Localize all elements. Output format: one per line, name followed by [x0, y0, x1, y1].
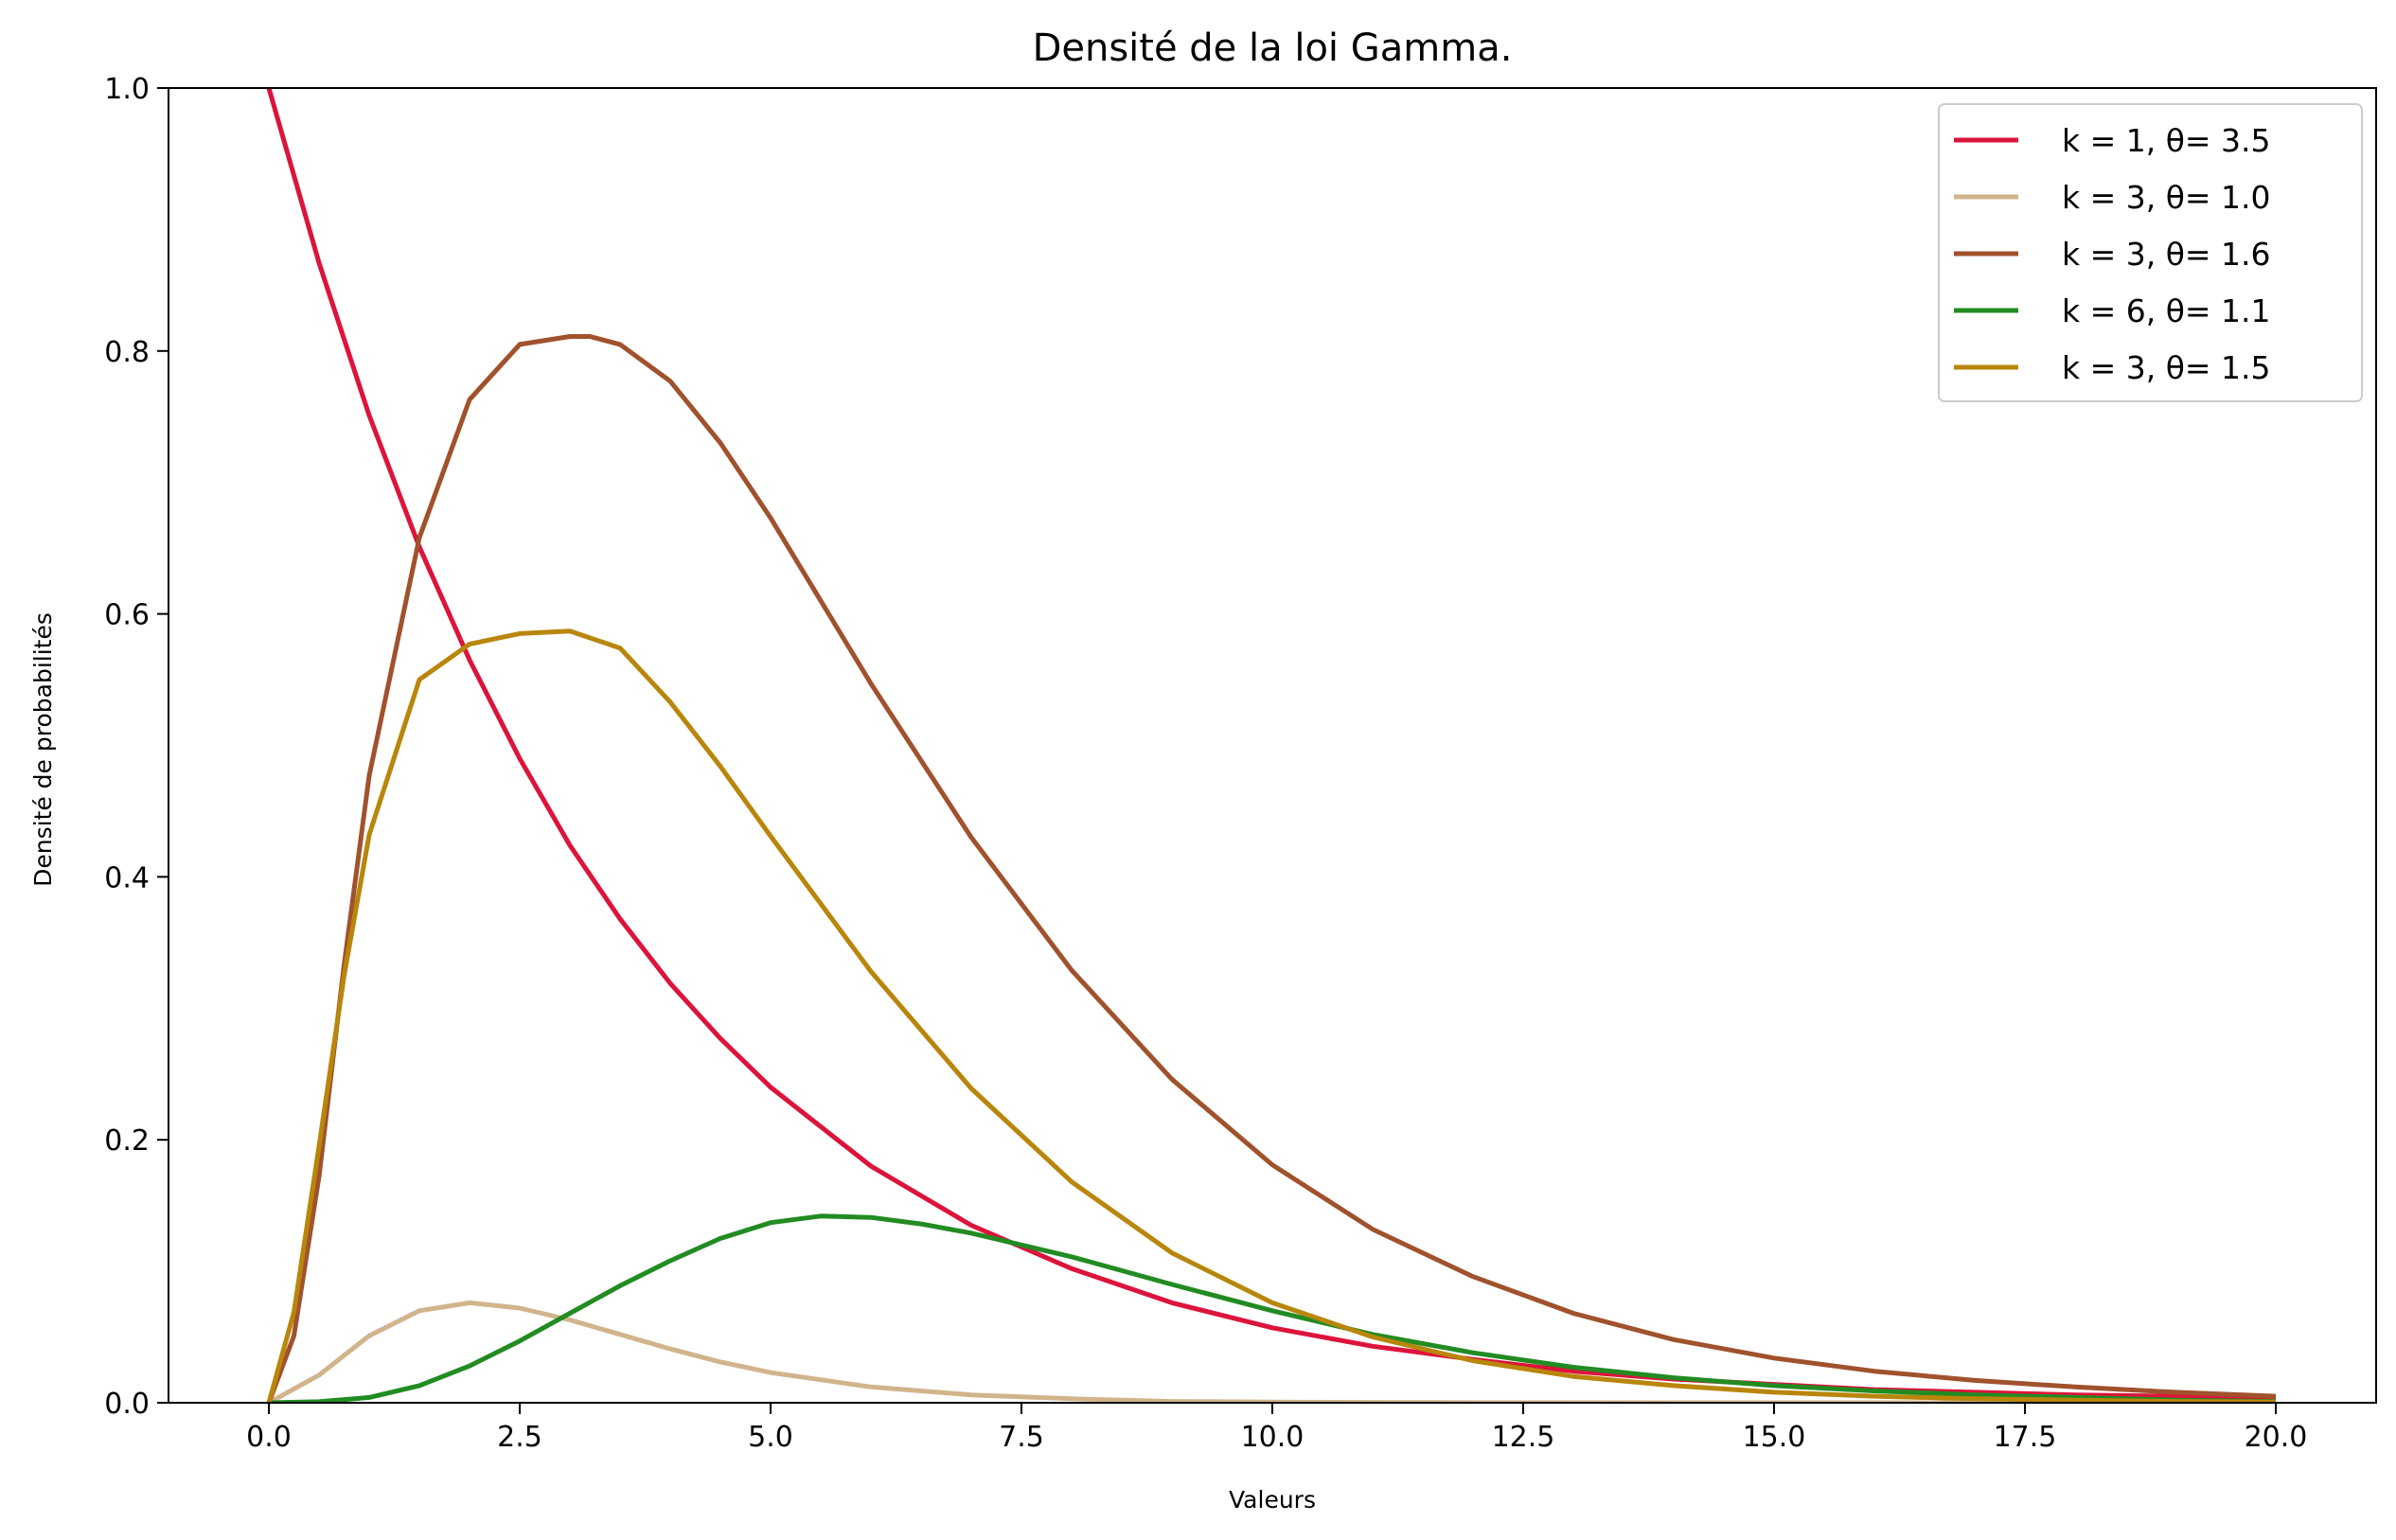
legend-label-3: k = 3, θ= 1.6 [2062, 236, 2271, 273]
y-tick-label: 0.6 [104, 599, 150, 632]
x-tick-label: 15.0 [1743, 1421, 1806, 1454]
series-line-4 [268, 1213, 2277, 1403]
y-tick-label: 0.0 [104, 1388, 150, 1421]
x-tick-label: 2.5 [497, 1421, 542, 1454]
axes: 0.0 2.5 5.0 7.5 10.0 12.5 15.0 17.5 20.0 0.0 0.2 0.… [104, 73, 2377, 1454]
x-tick-label: 0.0 [246, 1421, 292, 1454]
y-tick-label: 1.0 [104, 73, 150, 106]
legend: k = 1, θ= 3.5 k = 3, θ= 1.0 k = 3, θ= 1.6 k… [1938, 103, 2363, 402]
y-tick-label: 0.4 [104, 861, 150, 894]
x-tick-label: 5.0 [748, 1421, 793, 1454]
x-tick-label: 12.5 [1492, 1421, 1555, 1454]
series-line-5 [266, 628, 2277, 1403]
x-tick-label: 17.5 [1994, 1421, 2057, 1454]
series-line-3 [266, 334, 2277, 1403]
x-tick-label: 10.0 [1241, 1421, 1304, 1454]
x-axis-label: Valeurs [1229, 1486, 1316, 1513]
y-tick-label: 0.8 [104, 336, 150, 369]
legend-label-4: k = 6, θ= 1.1 [2062, 292, 2271, 329]
legend-label-5: k = 3, θ= 1.5 [2062, 349, 2271, 386]
series-lines [266, 88, 2277, 1403]
x-tick-label: 7.5 [999, 1421, 1044, 1454]
y-axis-label: Densité de probabilités [29, 612, 57, 887]
legend-label-1: k = 1, θ= 3.5 [2062, 122, 2271, 159]
y-tick-label: 0.2 [104, 1124, 150, 1158]
x-tick-label: 20.0 [2245, 1421, 2308, 1454]
legend-label-2: k = 3, θ= 1.0 [2062, 179, 2271, 216]
chart-title: Densité de la loi Gamma. [1033, 27, 1513, 70]
legend-box [1938, 103, 2363, 402]
